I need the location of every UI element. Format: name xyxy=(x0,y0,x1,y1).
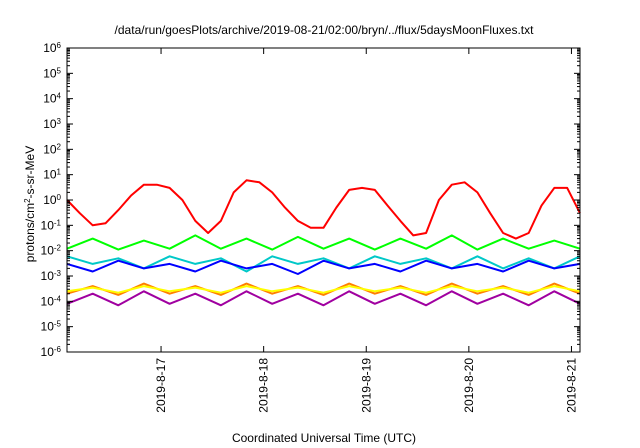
y-tick-label: 10-6 xyxy=(41,345,62,360)
y-tick-label: 10-2 xyxy=(41,243,62,258)
y-tick-label: 104 xyxy=(43,91,61,106)
y-tick-label: 106 xyxy=(43,41,61,56)
x-tick-label: 2019-8-19 xyxy=(359,358,373,413)
y-ticks: 10-6 10-5 10-4 10-3 10-2 10-1 100 101 102 103 104 1… xyxy=(41,41,580,360)
y-tick-label: 105 xyxy=(43,66,61,81)
series-line-6 xyxy=(66,285,581,294)
x-axis-label: Coordinated Universal Time (UTC) xyxy=(232,431,416,445)
series-line-4 xyxy=(66,259,581,275)
x-ticks: 2019-8-17 2019-8-18 2019-8-19 2019-8-20 2019… xyxy=(154,48,579,413)
y-tick-label: 10-1 xyxy=(41,218,62,233)
y-tick-label: 102 xyxy=(43,142,61,157)
y-tick-label: 101 xyxy=(43,167,61,182)
y-tick-label: 100 xyxy=(43,193,61,208)
y-axis-label: protons/cm2-s-sr-MeV xyxy=(23,146,38,262)
series-line-2 xyxy=(66,234,581,251)
x-tick-label: 2019-8-17 xyxy=(154,358,168,413)
x-tick-label: 2019-8-20 xyxy=(462,358,476,413)
y-tick-label: 10-4 xyxy=(41,294,62,309)
series-line-7 xyxy=(66,290,581,307)
y-axis-label-prefix: protons/cm xyxy=(23,203,37,262)
svg-text:protons/cm2-s-sr-MeV: protons/cm2-s-sr-MeV xyxy=(23,146,38,262)
plot-frame xyxy=(66,47,581,353)
series-line-1 xyxy=(66,179,581,240)
y-axis-label-suffix: -s-sr-MeV xyxy=(23,146,37,199)
x-tick-label: 2019-8-21 xyxy=(565,358,579,413)
y-axis-label-sup: 2 xyxy=(23,198,32,203)
series-layer xyxy=(66,179,581,307)
y-tick-label: 103 xyxy=(43,117,61,132)
chart-title: /data/run/goesPlots/archive/2019-08-21/0… xyxy=(115,23,535,37)
series-line-3 xyxy=(66,255,581,273)
x-tick-label: 2019-8-18 xyxy=(257,358,271,413)
y-tick-label: 10-5 xyxy=(41,319,62,334)
y-tick-label: 10-3 xyxy=(41,269,62,284)
